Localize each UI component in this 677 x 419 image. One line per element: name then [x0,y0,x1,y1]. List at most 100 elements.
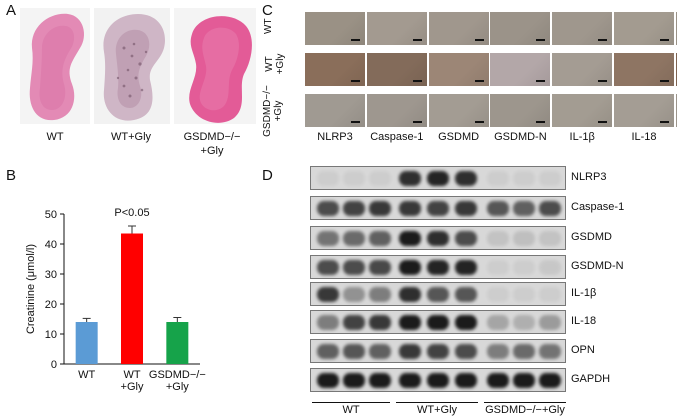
blot-label: Caspase-1 [571,201,625,213]
blot-band [343,171,365,186]
blot-band [399,287,421,302]
ihc-tile [552,12,613,45]
ihc-tile [552,94,613,127]
blot-strip [310,196,566,220]
ihc-tile [305,94,365,127]
blot-label: GSDMD-N [571,260,624,272]
ihc-tile [366,53,427,86]
scale-bar [598,39,608,41]
blot-band [539,315,561,330]
scale-bar [351,39,360,41]
blot-band [369,315,391,330]
kidney-wt [29,13,84,121]
scale-bar [412,121,422,123]
blot-band [343,344,365,359]
blot-band [539,231,561,246]
x-tick-label: +Gly [121,381,144,393]
blot-band [539,373,561,388]
blot-band [539,260,561,275]
scale-bar [660,80,669,82]
scale-bar [351,80,360,82]
blot-band [539,287,561,302]
x-tick-label: WT [78,369,95,381]
ihc-tile [490,94,551,127]
y-tick-label: 40 [45,239,57,251]
blot-band [513,171,535,186]
group-label-wt: WT [342,404,360,416]
blot-band [427,260,449,275]
scale-bar [536,121,546,123]
blot-band [487,260,509,275]
blot-label: IL-18 [571,315,597,327]
ihc-grid [305,12,677,132]
blot-band [513,201,535,216]
scale-bar [536,39,546,41]
group-line-wt [312,402,390,403]
ihc-tile [428,53,489,86]
kidney-label-wt-gly: WT+Gly [110,131,152,143]
scale-bar [412,39,422,41]
blot-band [427,373,449,388]
blot-band [539,344,561,359]
blot-band [399,373,421,388]
blot-band [427,344,449,359]
blot-band [487,344,509,359]
group-line-wt-gly [396,402,478,403]
ihc-tile [675,53,677,86]
y-tick-label: 30 [45,269,57,281]
blot-band [455,315,477,330]
blot-band [487,171,509,186]
blot-band [369,287,391,302]
blot-band [343,373,365,388]
kidney-label-wt: WT [46,131,64,143]
scale-bar [598,121,608,123]
ihc-tile [428,12,489,45]
ihc-column-label: NLRP3 [317,131,353,143]
blot-band [317,260,339,275]
blot-band [455,287,477,302]
blot-strip [310,282,566,306]
blot-strip [310,226,566,250]
blot-band [427,171,449,186]
blot-band [399,201,421,216]
scale-bar [474,121,484,123]
panel-label-c: C [262,2,273,19]
kidney-label-gsdmd: GSDMD−/− [183,131,241,143]
blot-label: IL-1β [571,287,597,299]
blot-band [343,315,365,330]
group-label-wt-gly: WT+Gly [416,404,458,416]
ihc-column-label: IL-18 [631,131,657,143]
blot-band [317,201,339,216]
blot-band [487,201,509,216]
y-axis-label: Creatinine (μmol/l) [25,244,37,334]
scale-bar [660,39,669,41]
blot-band [539,201,561,216]
kidney-label-gly: +Gly [200,145,224,157]
blot-band [317,344,339,359]
ihc-tile [675,12,677,45]
y-tick-label: 10 [45,329,57,341]
scale-bar [598,80,608,82]
y-tick-label: 50 [45,209,57,221]
blot-band [317,231,339,246]
significance-annotation: P<0.05 [114,207,149,219]
ihc-column-label: GSDMD-N [494,131,547,143]
blot-band [317,171,339,186]
blot-label: GAPDH [571,373,611,385]
blot-band [399,260,421,275]
kidney-sections-image [20,8,256,124]
ihc-tile [614,94,674,127]
blot-band [343,231,365,246]
scale-bar [660,121,669,123]
ihc-column-label: GSDMD [438,131,480,143]
ihc-tile [366,12,427,45]
ihc-tile [490,12,551,45]
blot-label: OPN [571,344,595,356]
bar [75,322,98,364]
bar [166,322,189,364]
blot-band [455,344,477,359]
blot-band [513,287,535,302]
